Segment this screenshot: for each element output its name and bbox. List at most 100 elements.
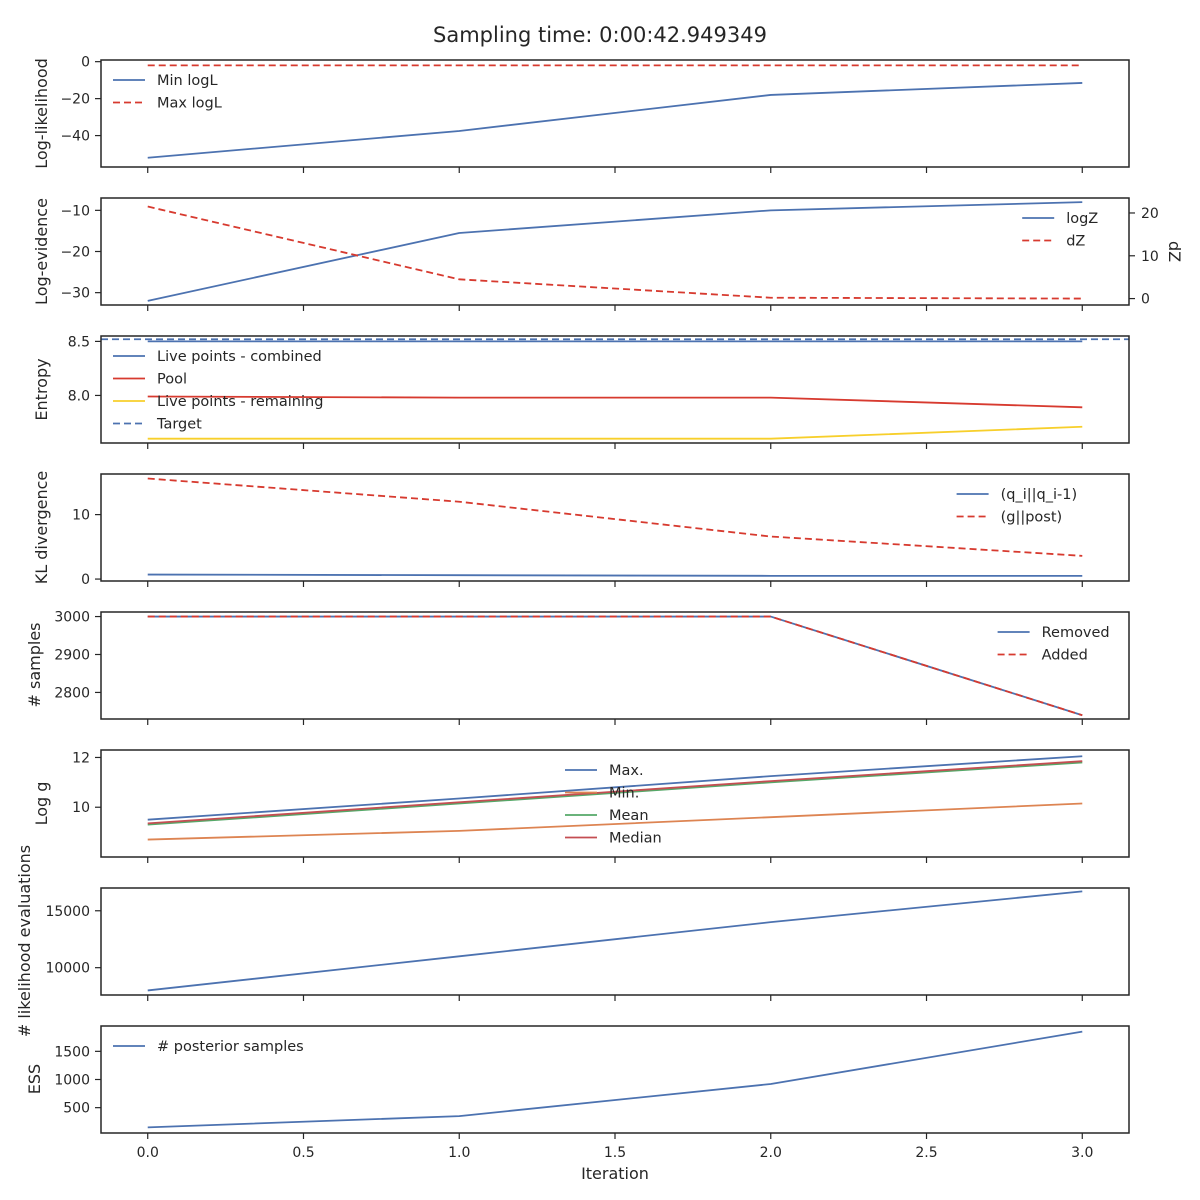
panel-frame <box>100 335 1130 444</box>
legend-label: Removed <box>1042 625 1110 641</box>
y-tick-label: 8.0 <box>68 388 90 404</box>
panel-frame <box>100 887 1130 996</box>
panel-6: 12 10 Max. Min. Mean Median Log g <box>32 749 1130 863</box>
series-line-3 <box>147 425 1083 440</box>
legend-label: Target <box>156 417 202 433</box>
y-axis-label: ESS <box>25 1064 44 1094</box>
y-right-tick-label: 10 <box>1141 249 1159 265</box>
panel-frame <box>100 59 1130 168</box>
x-tick-label: 1.0 <box>448 1145 470 1161</box>
y-tick-label: 500 <box>63 1101 90 1117</box>
y-tick-label: 1000 <box>54 1073 90 1089</box>
y-tick-label: −40 <box>60 129 90 145</box>
series-line-1 <box>147 755 1083 821</box>
y-axis-label: Log-evidence <box>32 198 51 305</box>
x-axis-label: Iteration <box>581 1164 649 1183</box>
y-axis-label: # samples <box>25 623 44 708</box>
legend-label: dZ <box>1066 234 1085 250</box>
y-tick-label: 10 <box>72 800 90 816</box>
series-line-1 <box>147 573 1083 577</box>
legend: Live points - combined Pool Live points - … <box>113 349 323 433</box>
panel-5: 3000 2900 2800 Removed Added # samples <box>25 610 1130 725</box>
y-tick-label: 0 <box>81 55 90 71</box>
y-axis-label: Log g <box>32 782 51 826</box>
legend-label: Min logL <box>157 73 218 89</box>
legend-label: Added <box>1042 648 1088 664</box>
series-line-1 <box>147 82 1083 159</box>
series-group <box>147 201 1083 302</box>
legend-label: Max. <box>609 763 644 779</box>
series-group <box>147 64 1083 159</box>
x-tick-label: 0.0 <box>137 1145 159 1161</box>
series-line-2 <box>147 477 1083 557</box>
y-tick-label: −20 <box>60 92 90 108</box>
series-line-1 <box>147 1030 1083 1129</box>
series-line-2 <box>147 802 1083 841</box>
y-tick-label: 15000 <box>45 904 90 920</box>
series-group <box>147 755 1083 841</box>
y-tick-label: 10 <box>72 508 90 524</box>
y-axis-label: Entropy <box>32 358 51 420</box>
series-line-3 <box>147 761 1083 826</box>
legend-label: logZ <box>1066 211 1098 227</box>
series-group <box>147 890 1083 992</box>
series-group <box>147 1030 1083 1129</box>
x-tick-label: 0.5 <box>292 1145 314 1161</box>
panel-frame <box>100 473 1130 582</box>
legend-label: Max logL <box>157 96 222 112</box>
y-axis-label: # likelihood evaluations <box>15 845 34 1037</box>
legend-label: (q_i||q_i-1) <box>1001 487 1078 503</box>
series-line-1 <box>147 201 1083 302</box>
y-axis-label: Log-likelihood <box>32 58 51 169</box>
panel-2: −10 −20 −30 20 10 0 logZ dZ Log-evidence dZ <box>32 197 1184 311</box>
panel-frame <box>100 197 1130 306</box>
legend-label: (g||post) <box>1001 510 1063 526</box>
legend-label: Median <box>609 831 662 847</box>
y-tick-label: 12 <box>72 750 90 766</box>
legend-label: Mean <box>609 808 649 824</box>
series-line-2 <box>147 615 1083 717</box>
y-right-tick-label: 20 <box>1141 206 1159 222</box>
panel-frame <box>100 749 1130 858</box>
panel-8: 1500 1000 500 0.0 0.5 1.0 1.5 2.0 2.5 3.0 # poster… <box>25 1025 1130 1183</box>
y-tick-label: 2800 <box>54 685 90 701</box>
legend: (q_i||q_i-1) (g||post) <box>956 487 1078 526</box>
y-tick-label: −20 <box>60 245 90 261</box>
series-line-2 <box>147 205 1083 300</box>
panels: 0 −20 −40 Min logL Max logL Log-likelihood −10… <box>15 55 1184 1183</box>
series-group <box>101 338 1129 440</box>
legend-label: Pool <box>157 372 187 388</box>
series-line-4 <box>147 760 1083 825</box>
series-group <box>147 477 1083 577</box>
legend-label: Live points - remaining <box>157 394 323 410</box>
legend-label: Live points - combined <box>157 349 322 365</box>
y-tick-label: 8.5 <box>68 334 90 350</box>
panel-frame <box>100 1025 1130 1134</box>
panel-7: 15000 10000 # likelihood evaluations <box>15 845 1130 1037</box>
legend: logZ dZ <box>1022 211 1098 250</box>
x-tick-label: 2.0 <box>760 1145 782 1161</box>
y-tick-label: 2900 <box>54 647 90 663</box>
y-axis-label: KL divergence <box>32 471 51 584</box>
y-right-axis-label: dZ <box>1165 241 1184 262</box>
y-tick-label: −10 <box>60 203 90 219</box>
y-tick-label: −30 <box>60 286 90 302</box>
panel-4: 10 0 (q_i||q_i-1) (g||post) KL divergence <box>32 471 1130 588</box>
legend-label: Min. <box>609 786 639 802</box>
y-tick-label: 3000 <box>54 610 90 626</box>
legend-label: # posterior samples <box>157 1039 304 1055</box>
panel-1: 0 −20 −40 Min logL Max logL Log-likelihood <box>32 55 1130 173</box>
y-tick-label: 1500 <box>54 1044 90 1060</box>
legend: Max. Min. Mean Median <box>565 763 662 847</box>
y-tick-label: 0 <box>81 572 90 588</box>
series-line-1 <box>147 890 1083 992</box>
y-tick-label: 10000 <box>45 961 90 977</box>
x-tick-label: 3.0 <box>1071 1145 1093 1161</box>
legend: Removed Added <box>997 625 1110 664</box>
x-tick-label: 2.5 <box>915 1145 937 1161</box>
legend: # posterior samples <box>113 1039 304 1055</box>
panel-frame <box>100 611 1130 720</box>
y-right-tick-label: 0 <box>1141 292 1150 308</box>
